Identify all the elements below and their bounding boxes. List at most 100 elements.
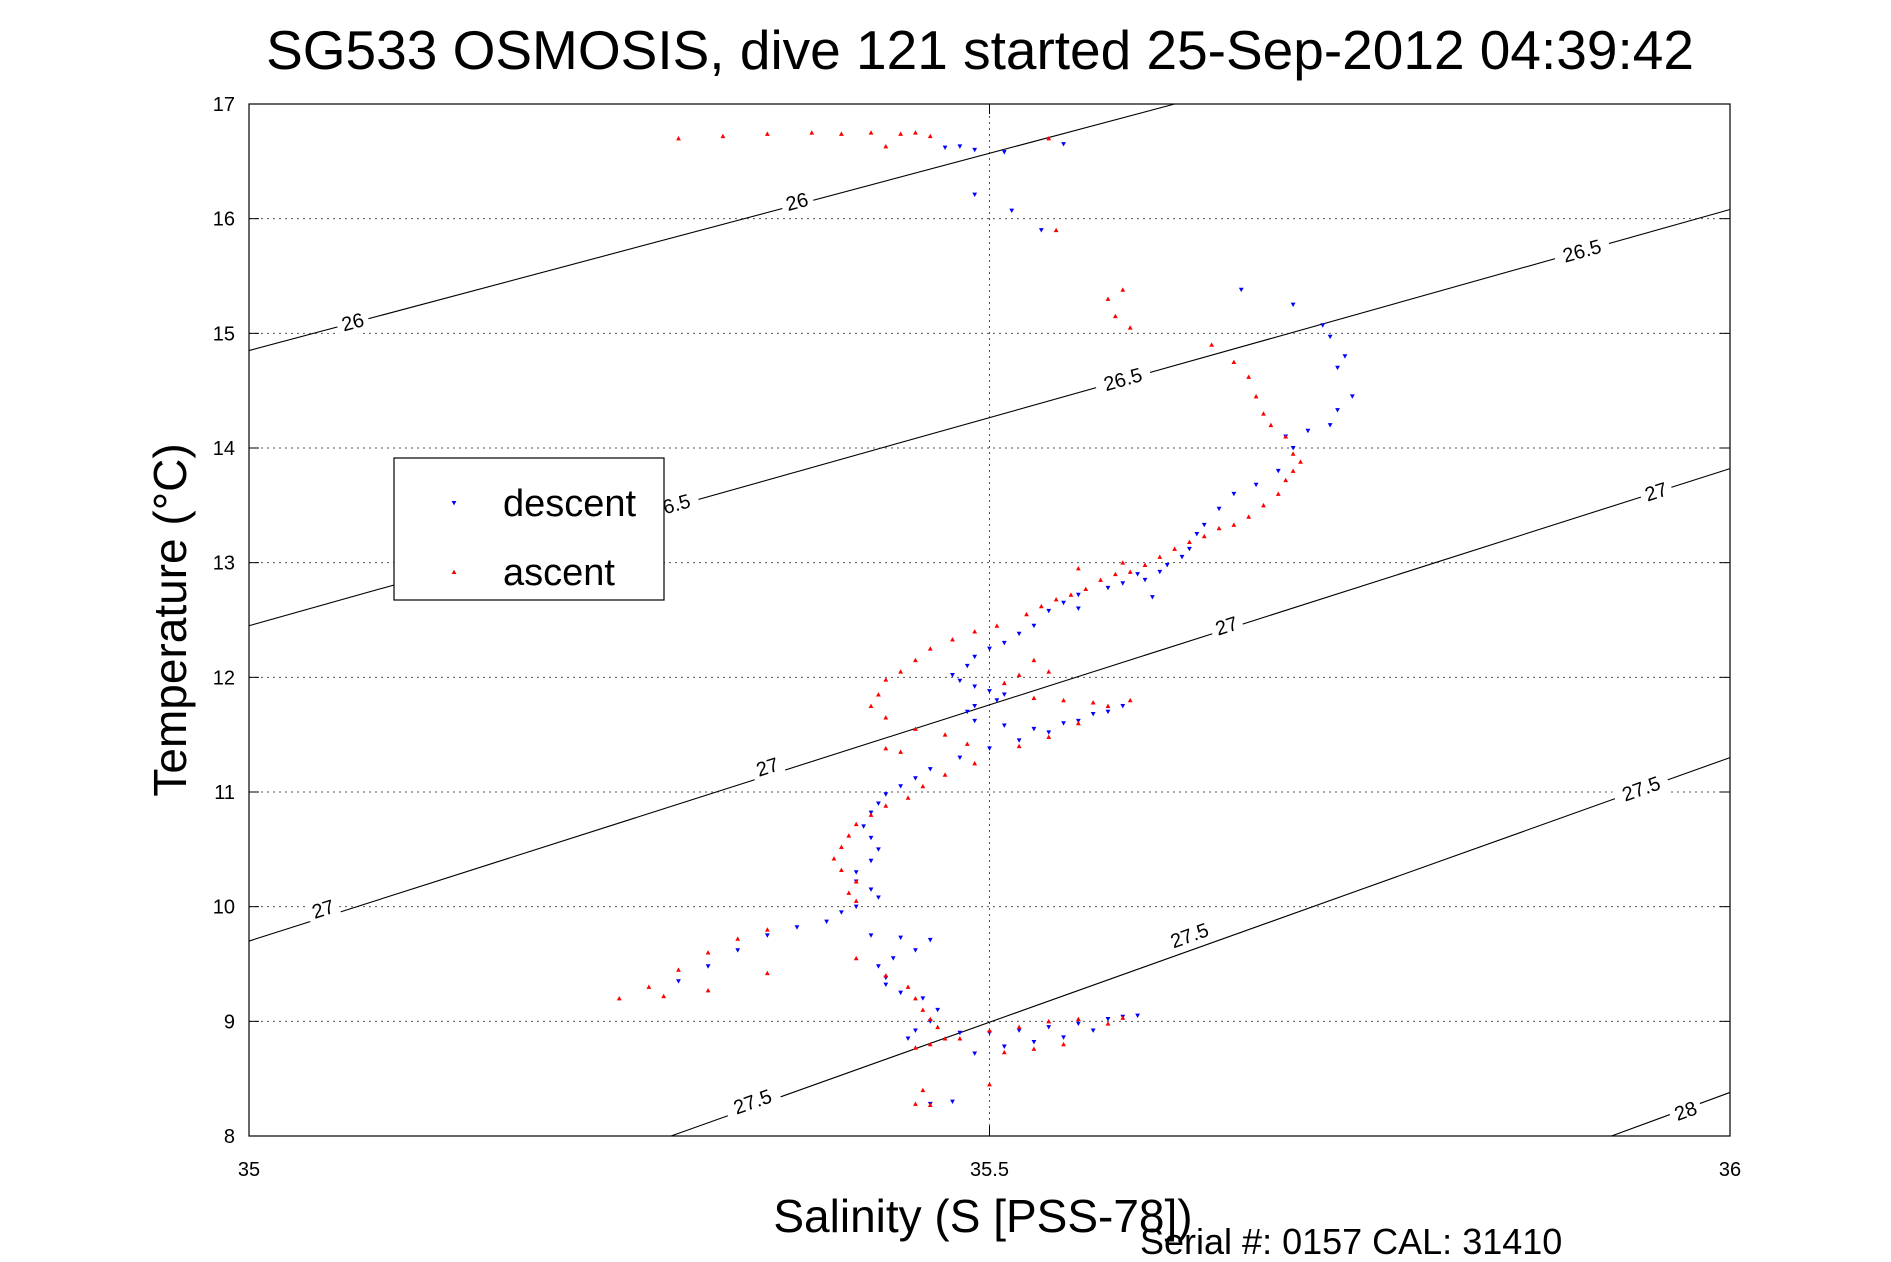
descent-point — [794, 925, 800, 930]
ascent-point — [831, 856, 837, 861]
ascent-point — [987, 1082, 992, 1087]
ascent-point — [1127, 569, 1133, 574]
descent-point — [987, 646, 992, 652]
descent-point — [1194, 532, 1200, 537]
ascent-point — [720, 133, 726, 139]
descent-point — [942, 145, 948, 150]
isopycnal-label-bg — [303, 891, 343, 927]
descent-point — [1061, 600, 1066, 606]
ascent-point — [920, 783, 926, 789]
descent-point — [957, 678, 963, 684]
descent-point — [1120, 581, 1126, 586]
ascent-point — [853, 879, 859, 884]
descent-point — [1231, 491, 1237, 497]
descent-point — [876, 847, 881, 852]
ascent-point — [1098, 577, 1103, 582]
isopycnal-label-bg — [1666, 1093, 1706, 1129]
isopycnal-label-bg — [778, 184, 816, 219]
descent-point — [868, 933, 874, 938]
isopycnal-label-bg — [1551, 230, 1613, 271]
ascent-point — [1001, 1049, 1007, 1055]
ascent-point — [1201, 533, 1207, 539]
ascent-point — [1046, 669, 1052, 674]
ascent-point — [898, 131, 904, 136]
y-tick-label: 8 — [224, 1126, 235, 1148]
descent-point — [1046, 608, 1052, 614]
ascent-point — [1112, 313, 1118, 319]
descent-point — [1075, 1021, 1081, 1027]
ascent-point — [1157, 554, 1163, 559]
ascent-point — [1268, 422, 1274, 428]
descent-point — [1001, 640, 1007, 646]
isopycnal-label-bg — [1636, 474, 1676, 509]
descent-point — [676, 979, 681, 984]
ascent-point — [1046, 1018, 1052, 1024]
ascent-point — [1038, 603, 1044, 609]
ascent-point — [898, 669, 904, 674]
isopycnal-label-group: 26 — [333, 305, 372, 339]
descent-point — [957, 755, 963, 760]
ascent-point — [764, 131, 770, 136]
descent-point — [1031, 726, 1037, 732]
descent-point — [1090, 1028, 1096, 1033]
ascent-point — [935, 1024, 941, 1030]
ascent-point — [853, 898, 859, 903]
descent-point — [1157, 569, 1163, 575]
descent-point — [972, 654, 978, 660]
ascent-point — [1120, 287, 1126, 292]
descent-point — [1016, 1028, 1022, 1033]
isopycnal-line-27.5 — [670, 757, 1731, 1137]
descent-point — [1105, 1017, 1111, 1022]
ascent-point — [1112, 571, 1118, 577]
isopycnal-line-27 — [248, 468, 1731, 942]
x-tick-label: 35.5 — [970, 1159, 1009, 1181]
descent-point — [994, 698, 1000, 703]
descent-point — [1290, 446, 1296, 451]
ascent-point — [883, 715, 889, 720]
ascent-point — [913, 996, 918, 1001]
descent-point — [1105, 709, 1111, 715]
descent-point — [950, 1099, 955, 1104]
ascent-point — [920, 1087, 926, 1093]
ascent-point — [1090, 700, 1096, 705]
ascent-point — [1298, 459, 1303, 464]
ascent-point — [1290, 468, 1296, 473]
ascent-point — [1127, 697, 1133, 703]
ascent-point — [846, 890, 852, 895]
descent-point — [1179, 554, 1185, 560]
descent-point — [1253, 482, 1259, 488]
isopycnal-label-group: 27 — [1207, 608, 1246, 643]
ascent-point — [676, 136, 681, 141]
y-tick-label: 11 — [214, 782, 235, 804]
ascent-point — [1231, 522, 1237, 527]
ascent-point — [927, 1016, 933, 1022]
descent-point — [987, 746, 992, 751]
descent-point — [1120, 704, 1126, 709]
ascent-point — [1046, 136, 1052, 141]
descent-point — [839, 910, 844, 915]
descent-point — [1001, 1044, 1007, 1049]
descent-point — [1031, 623, 1037, 629]
legend: descent ascent — [393, 457, 665, 601]
ascent-point — [1031, 695, 1037, 700]
ascent-point — [1216, 525, 1222, 531]
ascent-point — [1246, 374, 1252, 379]
ascent-point — [987, 1028, 992, 1033]
ascent-point — [868, 812, 874, 817]
isopycnal-label-bg — [748, 749, 787, 785]
y-tick-label: 14 — [213, 438, 235, 460]
descent-point — [883, 792, 889, 797]
isopycnal-label-group: 28 — [1666, 1093, 1706, 1129]
ascent-point — [1142, 562, 1148, 567]
ascent-point — [913, 130, 918, 135]
descent-point — [824, 919, 829, 924]
ascent-point — [927, 133, 933, 139]
descent-point — [927, 937, 933, 943]
descent-point — [1216, 506, 1222, 512]
descent-point — [1335, 365, 1340, 371]
descent-point — [1320, 323, 1326, 328]
isopycnal-label-bg — [1092, 359, 1154, 400]
ascent-point — [994, 623, 1000, 628]
ascent-point — [1083, 586, 1089, 592]
ascent-point — [1172, 546, 1178, 551]
